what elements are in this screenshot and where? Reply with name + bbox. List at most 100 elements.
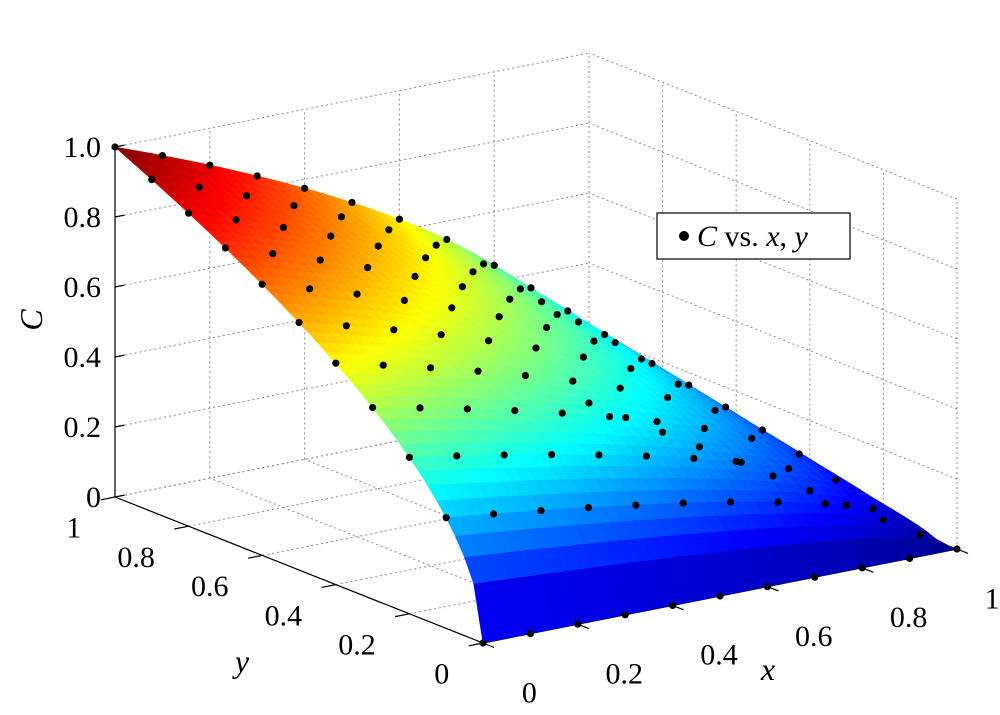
- x-axis-label: x: [760, 651, 775, 687]
- y-tick-label: 0.2: [338, 629, 376, 662]
- data-point: [453, 452, 461, 460]
- data-point: [785, 465, 793, 473]
- side-wall-gridline-z: [588, 122, 958, 270]
- data-point: [606, 413, 614, 421]
- back-wall-gridline-z: [114, 52, 590, 148]
- y-tick-mark: [247, 554, 263, 559]
- y-tick-label: 0.4: [265, 599, 303, 632]
- z-tick-label: 0: [86, 481, 101, 514]
- legend-box: [656, 212, 851, 260]
- data-point: [653, 418, 661, 426]
- data-point: [158, 152, 166, 160]
- data-point: [700, 424, 709, 432]
- data-point: [843, 501, 851, 509]
- data-point: [616, 384, 624, 392]
- z-tick-mark: [114, 494, 125, 498]
- x-tick-label: 0: [522, 676, 537, 709]
- data-point: [543, 323, 551, 332]
- data-point: [548, 451, 556, 459]
- surface-patch: [473, 582, 496, 644]
- data-point: [327, 232, 335, 240]
- data-point: [611, 339, 619, 347]
- data-point: [569, 377, 577, 385]
- data-point: [674, 380, 682, 388]
- data-point: [579, 353, 588, 361]
- data-point: [521, 371, 530, 380]
- data-point: [364, 264, 372, 272]
- z-tick-label: 0.4: [64, 341, 102, 374]
- data-point: [495, 313, 503, 321]
- data-point: [463, 405, 471, 413]
- data-point: [690, 454, 698, 462]
- data-point: [858, 564, 866, 572]
- data-point: [479, 639, 487, 647]
- z-axis-label: C: [13, 309, 49, 331]
- data-point: [443, 235, 451, 244]
- data-point: [405, 453, 413, 461]
- data-point: [385, 226, 393, 234]
- x-tick-label: 0.2: [605, 658, 643, 691]
- z-tick-label: 0.8: [64, 201, 102, 234]
- data-point: [669, 601, 677, 610]
- side-wall-gridline-z: [588, 262, 958, 410]
- side-wall-gridline-z: [588, 192, 958, 340]
- data-point: [442, 514, 450, 522]
- data-point: [659, 428, 667, 436]
- data-point: [584, 504, 593, 512]
- y-tick-mark: [321, 584, 336, 589]
- data-point: [148, 176, 156, 184]
- data-point: [553, 311, 561, 319]
- data-point: [806, 487, 814, 495]
- data-point: [490, 510, 498, 518]
- y-tick-mark: [100, 496, 116, 501]
- surface-layer: [113, 146, 959, 644]
- y-tick-label: 0.6: [191, 570, 229, 603]
- data-point: [490, 261, 498, 269]
- data-point: [269, 250, 277, 258]
- data-point: [469, 268, 477, 276]
- y-tick-mark: [395, 613, 410, 618]
- data-point: [448, 304, 456, 312]
- back-wall-gridline-z: [114, 402, 590, 498]
- axis-line: [114, 496, 484, 644]
- z-tick-mark: [114, 214, 125, 218]
- tick-labels: 00.20.40.60.81.000.20.40.60.8100.20.40.6…: [64, 131, 1000, 709]
- data-point: [390, 326, 398, 334]
- data-point: [685, 381, 693, 389]
- x-tick-label: 0.8: [890, 601, 928, 634]
- x-tick-label: 0.4: [700, 639, 738, 672]
- data-point: [763, 583, 772, 591]
- data-point: [353, 290, 361, 298]
- data-point: [511, 407, 519, 415]
- data-point: [748, 434, 756, 442]
- data-point: [769, 472, 777, 480]
- data-point: [879, 516, 888, 524]
- data-point: [538, 298, 546, 306]
- data-point: [716, 592, 724, 600]
- side-wall-gridline-z: [588, 332, 958, 480]
- data-point: [290, 202, 298, 210]
- data-point: [711, 406, 719, 414]
- data-point: [422, 254, 430, 262]
- data-point: [337, 213, 345, 221]
- data-point: [695, 443, 704, 451]
- data-point: [458, 283, 466, 291]
- data-point: [906, 554, 914, 563]
- data-point: [821, 500, 830, 508]
- data-point: [506, 295, 514, 303]
- data-point: [526, 630, 535, 638]
- data-point: [374, 242, 382, 250]
- data-point: [295, 318, 303, 327]
- legend: C vs. x, y: [656, 212, 851, 260]
- y-tick-mark: [174, 525, 189, 530]
- z-tick-mark: [114, 284, 125, 288]
- data-point: [400, 296, 408, 304]
- data-point: [621, 611, 629, 619]
- data-point: [574, 620, 582, 628]
- legend-label: C vs. x, y: [697, 220, 809, 253]
- data-point: [232, 216, 240, 224]
- data-point: [632, 501, 640, 509]
- data-point: [111, 143, 119, 151]
- data-point: [627, 365, 635, 373]
